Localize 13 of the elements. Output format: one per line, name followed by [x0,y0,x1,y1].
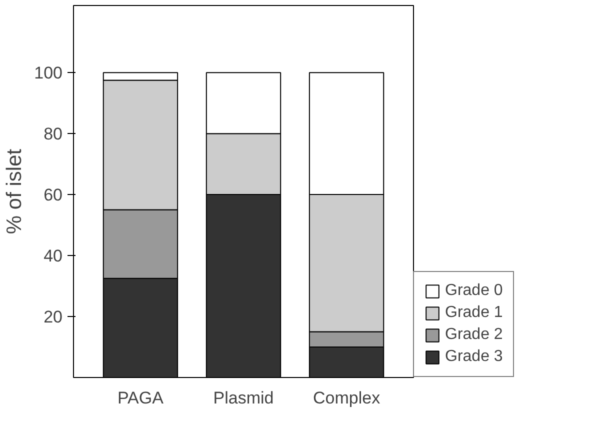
y-tick-label: 100 [34,64,63,83]
y-tick-label: 20 [44,308,63,327]
x-tick-label: Plasmid [213,388,274,408]
legend-label: Grade 3 [445,348,503,366]
y-axis-title: % of islet [3,148,26,234]
y-tick-label: 40 [44,246,63,266]
legend-label: Grade 0 [445,282,503,300]
legend-label: Grade 1 [445,304,503,322]
x-tick-label: Complex [312,388,381,408]
legend-label: Grade 2 [445,326,503,344]
y-tick-label: 60 [44,186,63,205]
y-tick-label: 80 [44,124,63,144]
x-tick-label: PAGA [117,388,164,408]
